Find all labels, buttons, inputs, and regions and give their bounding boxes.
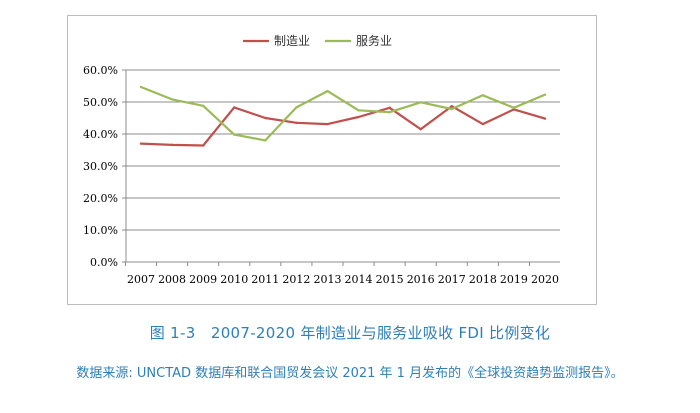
- data-point: [512, 106, 516, 109]
- data-point: [139, 142, 143, 145]
- x-tick-label: 2008: [158, 273, 186, 286]
- series-line-2: [140, 85, 546, 142]
- legend-label: 制造业: [274, 34, 310, 48]
- data-point: [419, 101, 422, 104]
- data-point: [388, 111, 391, 114]
- data-point: [357, 115, 360, 119]
- data-point: [295, 106, 298, 109]
- x-tick-label: 2009: [189, 273, 217, 286]
- data-point: [450, 107, 453, 111]
- data-point: [388, 106, 391, 109]
- data-point: [139, 85, 143, 89]
- data-point: [481, 122, 485, 126]
- y-tick-label: 30.0%: [83, 160, 118, 173]
- x-tick-label: 2010: [220, 273, 248, 286]
- y-tick-label: 40.0%: [83, 128, 118, 141]
- gridlines: [126, 69, 560, 263]
- data-point: [233, 106, 236, 109]
- data-point: [450, 104, 453, 108]
- x-tick-label: 2019: [500, 273, 528, 286]
- x-tick-label: 2020: [531, 273, 559, 286]
- y-tick-label: 20.0%: [83, 192, 118, 205]
- data-point: [326, 89, 329, 93]
- x-tick-label: 2014: [345, 273, 373, 286]
- figure-caption: 图 1-3 2007-2020 年制造业与服务业吸收 FDI 比例变化: [149, 324, 551, 342]
- x-tick-label: 2017: [438, 273, 466, 286]
- data-point: [170, 98, 174, 101]
- x-tick-label: 2012: [282, 273, 310, 286]
- x-tick-label: 2018: [469, 273, 497, 286]
- x-tick-label: 2016: [407, 273, 435, 286]
- data-point: [201, 144, 205, 147]
- y-tick-label: 50.0%: [83, 96, 118, 109]
- x-tick-label: 2007: [127, 273, 155, 286]
- x-tick-label: 2015: [376, 273, 404, 286]
- data-point: [233, 133, 236, 136]
- data-point: [419, 128, 422, 131]
- data-point: [326, 122, 329, 126]
- data-point: [357, 109, 360, 112]
- data-point: [201, 104, 205, 108]
- chart-frame: [67, 15, 597, 305]
- y-tick-label: 60.0%: [83, 64, 118, 77]
- data-point: [543, 117, 547, 120]
- y-tick-label: 10.0%: [83, 224, 118, 237]
- data-source-note: 数据来源: UNCTAD 数据库和联合国贸发会议 2021 年 1 月发布的《全…: [76, 366, 624, 381]
- x-tick-label: 2013: [313, 273, 341, 286]
- x-tick-label: 2011: [251, 273, 279, 286]
- legend-label: 服务业: [356, 33, 392, 48]
- legend: 制造业 服务业: [243, 33, 392, 48]
- series-lines: [139, 85, 547, 147]
- y-tick-label: 0.0%: [90, 256, 118, 269]
- axes: 0.0%10.0%20.0%30.0%40.0%50.0%60.0%2007 20…: [83, 64, 559, 286]
- series-line-1: [140, 105, 546, 147]
- data-point: [543, 93, 547, 96]
- data-point: [264, 139, 267, 142]
- data-point: [264, 116, 267, 120]
- data-point: [295, 121, 298, 125]
- data-point: [481, 94, 485, 97]
- data-point: [170, 143, 174, 147]
